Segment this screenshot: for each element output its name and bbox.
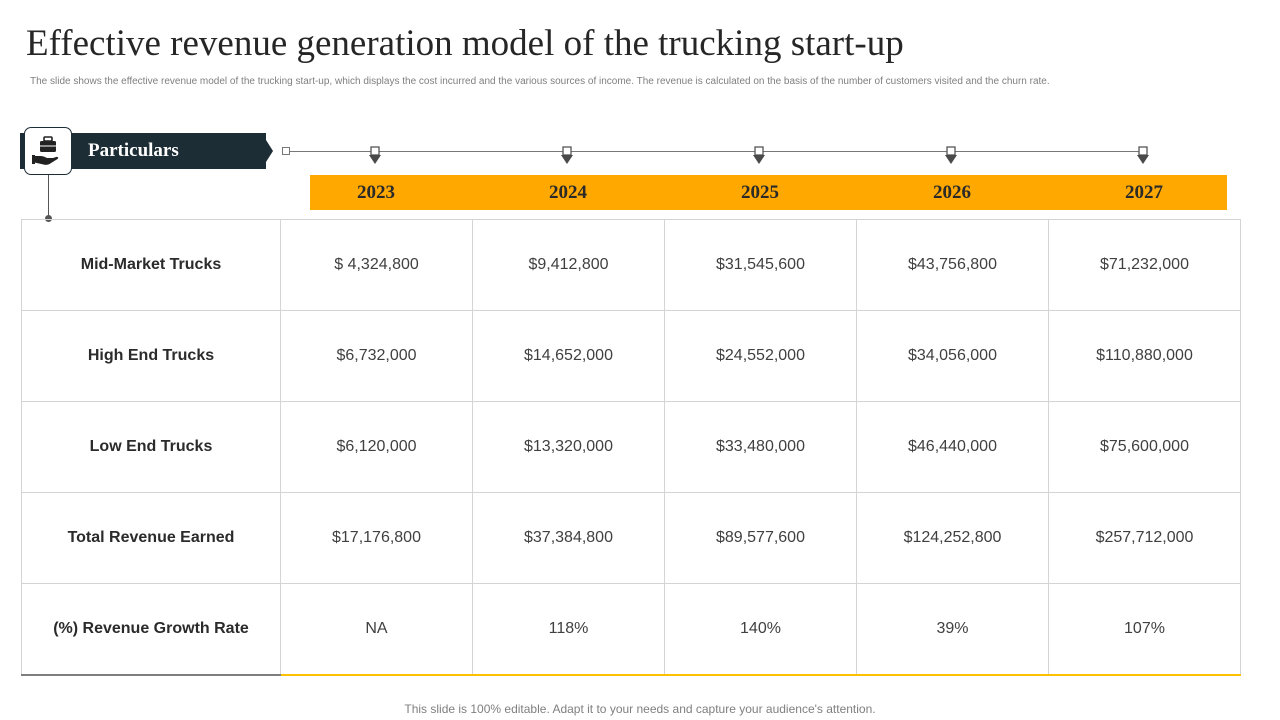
row-label: High End Trucks [21, 310, 281, 402]
briefcase-hand-icon [32, 136, 59, 165]
table-cell: $33,480,000 [664, 401, 857, 493]
footer-note: This slide is 100% editable. Adapt it to… [404, 702, 876, 716]
table-cell: $13,320,000 [472, 401, 665, 493]
table-cell: $89,577,600 [664, 492, 857, 584]
header-arrow-tip [266, 140, 273, 162]
table-row: High End Trucks $6,732,000 $14,652,000 $… [21, 310, 1241, 402]
table-cell: $34,056,000 [856, 310, 1049, 402]
page-title: Effective revenue generation model of th… [26, 23, 904, 64]
table-cell: $46,440,000 [856, 401, 1049, 493]
table-cell: $71,232,000 [1048, 219, 1241, 311]
table-cell: $17,176,800 [280, 492, 473, 584]
particulars-icon-box [24, 127, 72, 175]
table-cell: $124,252,800 [856, 492, 1049, 584]
table-row: Low End Trucks $6,120,000 $13,320,000 $3… [21, 401, 1241, 493]
timeline-marker [752, 144, 766, 173]
year-header: 2026 [933, 182, 971, 203]
table-cell: $14,652,000 [472, 310, 665, 402]
row-label: Total Revenue Earned [21, 492, 281, 584]
table-cell: 118% [472, 583, 665, 676]
row-label: Mid-Market Trucks [21, 219, 281, 311]
table-cell: 107% [1048, 583, 1241, 676]
particulars-label: Particulars [88, 140, 179, 161]
timeline-marker [368, 144, 382, 173]
timeline-start-marker [282, 147, 290, 155]
page-subtitle: The slide shows the effective revenue mo… [30, 76, 1050, 87]
icon-connector-dot [45, 215, 52, 222]
table-cell: 39% [856, 583, 1049, 676]
table-cell: $37,384,800 [472, 492, 665, 584]
table-cell: $ 4,324,800 [280, 219, 473, 311]
table-cell: $257,712,000 [1048, 492, 1241, 584]
year-header: 2023 [357, 182, 395, 203]
row-label: Low End Trucks [21, 401, 281, 493]
timeline-marker [1136, 144, 1150, 173]
year-header: 2027 [1125, 182, 1163, 203]
table-row: Mid-Market Trucks $ 4,324,800 $9,412,800… [21, 219, 1241, 311]
table-row: Total Revenue Earned $17,176,800 $37,384… [21, 492, 1241, 584]
timeline-marker [944, 144, 958, 173]
icon-connector-line [48, 175, 49, 219]
year-header: 2025 [741, 182, 779, 203]
table-cell: NA [280, 583, 473, 676]
revenue-table: Mid-Market Trucks $ 4,324,800 $9,412,800… [21, 219, 1241, 676]
year-header: 2024 [549, 182, 587, 203]
table-cell: $43,756,800 [856, 219, 1049, 311]
table-cell: $75,600,000 [1048, 401, 1241, 493]
timeline-marker [560, 144, 574, 173]
timeline-line [286, 151, 1146, 152]
row-label: (%) Revenue Growth Rate [21, 583, 281, 676]
table-cell: $110,880,000 [1048, 310, 1241, 402]
table-cell: 140% [664, 583, 857, 676]
table-cell: $31,545,600 [664, 219, 857, 311]
table-cell: $6,120,000 [280, 401, 473, 493]
table-cell: $9,412,800 [472, 219, 665, 311]
table-cell: $24,552,000 [664, 310, 857, 402]
table-row: (%) Revenue Growth Rate NA 118% 140% 39%… [21, 583, 1241, 676]
table-cell: $6,732,000 [280, 310, 473, 402]
year-header-band [310, 175, 1227, 210]
